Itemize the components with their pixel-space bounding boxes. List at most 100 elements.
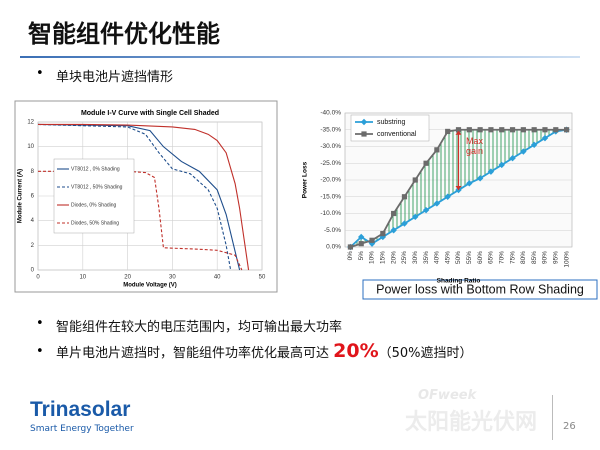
y-tick-label: -10.0%	[320, 210, 341, 217]
y-tick-label: 6	[31, 194, 35, 200]
x-tick-label: 0	[36, 275, 40, 281]
logo: Trinasolar	[30, 398, 131, 421]
series-line	[37, 123, 241, 271]
x-tick-label: 40%	[434, 251, 441, 264]
arrow-head	[455, 186, 462, 191]
y-tick-label: 0.0%	[326, 244, 341, 251]
point	[509, 127, 516, 133]
point	[358, 241, 364, 247]
x-tick-label: 10	[79, 275, 86, 281]
x-tick-label: 15%	[380, 251, 387, 264]
x-tick-label: 50%	[455, 251, 462, 264]
subtitle-bullet: 单块电池片遮挡情形	[56, 70, 174, 85]
point	[476, 175, 484, 182]
y-axis-label: Power Loss	[302, 161, 309, 198]
point	[530, 141, 538, 149]
x-axis-label: Module Voltage (V)	[123, 283, 177, 289]
point	[390, 227, 397, 234]
page-number: 26	[563, 421, 576, 432]
title-rule	[20, 56, 580, 58]
y-tick-label: -5.0%	[324, 227, 341, 234]
x-tick-label: 45%	[444, 251, 451, 264]
y-tick-label: 8	[31, 169, 35, 175]
point	[347, 244, 354, 250]
legend-label: VT8012 , 0% Shading	[71, 166, 120, 172]
point	[401, 194, 408, 200]
x-tick-label: 5%	[358, 251, 365, 261]
y-tick-label: -20.0%	[320, 177, 341, 184]
series-line	[38, 123, 250, 271]
point	[498, 161, 505, 169]
point	[542, 127, 548, 133]
x-axis-label: Shading Ratio	[437, 278, 481, 285]
legend-label: Diodes, 0% Shading	[71, 202, 117, 208]
point	[380, 231, 386, 237]
x-tick-label: 25%	[401, 251, 408, 264]
x-tick-label: 35%	[423, 251, 430, 264]
x-tick-label: 20	[124, 275, 131, 281]
point	[466, 127, 472, 133]
tagline: Smart Energy Together	[30, 424, 134, 434]
point	[455, 127, 462, 133]
point	[433, 200, 441, 207]
x-tick-label: 50	[259, 275, 266, 281]
point	[391, 210, 397, 217]
y-tick-label: 10	[27, 144, 34, 150]
point	[412, 177, 418, 183]
point	[360, 118, 368, 126]
x-tick-label: 60%	[477, 251, 484, 264]
y-tick-label: -40.0%	[320, 110, 341, 117]
point	[412, 213, 419, 221]
point	[541, 134, 549, 142]
annotation: gain	[466, 146, 483, 156]
bullet: 智能组件在较大的电压范围内，均可输出最大功率	[56, 320, 343, 335]
point	[488, 127, 494, 133]
legend-box	[53, 158, 135, 234]
watermark: 太阳能光伏网	[405, 410, 538, 435]
y-tick-label: 2	[31, 243, 35, 249]
x-tick-label: 0%	[347, 251, 354, 261]
arrow-head	[455, 130, 462, 135]
bullet-dot: •	[36, 66, 44, 81]
x-tick-label: 75%	[509, 251, 516, 264]
point	[499, 127, 505, 133]
legend-label: VT8012 , 50% Shading	[71, 184, 123, 190]
point	[531, 127, 537, 133]
bullet-dot: •	[36, 316, 44, 331]
highlight: 20%	[333, 340, 379, 362]
bullet: 单片电池片遮挡时，智能组件功率优化最高可达	[56, 346, 330, 361]
x-tick-label: 85%	[531, 251, 538, 264]
point	[401, 220, 408, 227]
caption-box	[362, 279, 598, 300]
bullet-line: 单片电池片遮挡时，智能组件功率优化最高可达 20%（50%遮挡时）	[56, 340, 473, 365]
x-tick-label: 90%	[542, 251, 549, 264]
point	[563, 127, 570, 133]
point	[509, 155, 516, 162]
legend-label: substring	[377, 119, 406, 126]
x-tick-label: 20%	[390, 251, 397, 264]
y-tick-label: -35.0%	[320, 126, 341, 133]
point	[434, 147, 440, 153]
point	[466, 180, 473, 187]
point	[520, 148, 527, 155]
x-tick-label: 40	[214, 275, 221, 281]
x-tick-label: 65%	[488, 251, 495, 264]
point	[487, 168, 495, 175]
x-tick-label: 30%	[412, 251, 419, 264]
y-tick-label: 0	[31, 268, 35, 274]
x-tick-label: 10%	[369, 251, 376, 264]
point	[423, 160, 429, 166]
point	[358, 233, 365, 241]
point	[477, 127, 483, 133]
point	[422, 206, 430, 214]
point	[445, 128, 451, 135]
series-line	[37, 123, 232, 271]
y-tick-label: -30.0%	[320, 143, 341, 150]
annotation: Max	[466, 136, 484, 146]
x-tick-label: 30	[169, 275, 176, 281]
note: （50%遮挡时）	[378, 346, 473, 361]
x-tick-label: 100%	[563, 251, 570, 268]
x-tick-label: 55%	[466, 251, 473, 264]
